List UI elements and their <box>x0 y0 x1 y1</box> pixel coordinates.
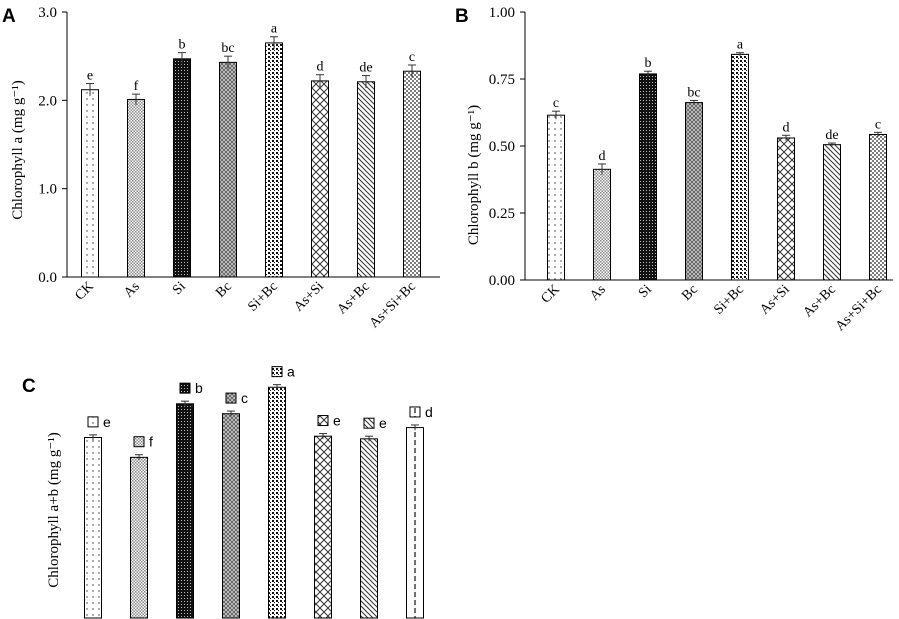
x-tick-label: As <box>587 282 609 304</box>
x-tick-label: CK <box>72 279 96 303</box>
significance-letter: bc <box>221 41 234 56</box>
panel-letter-b: B <box>455 6 469 27</box>
significance-letter: f <box>149 434 153 450</box>
y-tick-label: 0.00 <box>489 273 515 289</box>
significance-letter: b <box>195 380 203 396</box>
significance-letter: c <box>875 117 881 132</box>
bar-bc <box>685 102 703 281</box>
bar-ck <box>547 114 565 281</box>
significance-letter: d <box>599 149 606 164</box>
bar-bc <box>219 61 237 278</box>
legend-swatch <box>363 417 375 429</box>
significance-letter: e <box>333 413 341 429</box>
y-axis-label: Chlorophyll b (mg g⁻¹) <box>466 105 482 245</box>
bar-si-plus-bc <box>731 53 749 281</box>
y-tick-label: 3.0 <box>38 5 57 21</box>
bar-as-plus-si <box>777 137 795 281</box>
panel-a: A Chlorophyll a (mg g⁻¹) 0.0 1.0 2.0 3.0 e CK f A… <box>2 5 440 331</box>
x-tick-label: Si+Bc <box>245 279 280 314</box>
significance-letter: a <box>287 364 295 380</box>
significance-letter: d <box>317 60 324 75</box>
y-axis-label: Chlorophyll a+b (mg g⁻¹) <box>46 432 62 587</box>
bar-as-plus-si <box>311 80 329 278</box>
x-tick-label: As+Bc <box>335 279 373 317</box>
x-tick-label: Si <box>170 279 189 298</box>
significance-letter: b <box>645 56 652 71</box>
x-tick-label: As+Bc <box>801 282 839 320</box>
bar-si-plus-bc <box>265 42 283 278</box>
y-tick-label: 0.25 <box>489 206 515 222</box>
significance-letter: e <box>379 415 387 431</box>
significance-letter: c <box>553 96 559 111</box>
legend-swatch <box>179 382 191 394</box>
significance-letter: c <box>241 390 248 406</box>
significance-letter: e <box>87 69 93 84</box>
bar-as-plus-si-plus-bc <box>403 70 421 278</box>
significance-letter: e <box>103 414 111 430</box>
x-tick-label: Bc <box>679 282 701 304</box>
significance-letter: d <box>425 404 433 420</box>
legend-swatch <box>87 416 99 428</box>
bar-bc <box>222 413 240 619</box>
x-tick-label: As <box>121 279 143 301</box>
bar-as-plus-bc <box>357 81 375 278</box>
y-axis-label: Chlorophyll a (mg g⁻¹) <box>10 80 26 219</box>
bar-as-plus-bc <box>823 144 841 281</box>
x-tick-label: Bc <box>213 279 235 301</box>
y-tick-label: 1.00 <box>489 5 515 21</box>
bar-as-plus-si <box>314 435 332 619</box>
bar-as-plus-si-plus-bc <box>406 427 424 619</box>
y-tick-label: 1.0 <box>38 182 57 198</box>
bar-as <box>127 98 145 278</box>
x-tick-label: As+Si+Bc <box>367 279 419 331</box>
legend-swatch <box>225 392 237 404</box>
significance-letter: d <box>783 120 790 135</box>
significance-letter: de <box>359 61 372 76</box>
x-tick-label: As+Si <box>757 282 793 318</box>
significance-letter: a <box>271 22 278 37</box>
bar-si <box>639 73 657 281</box>
bar-as <box>130 456 148 619</box>
y-tick-label: 0.0 <box>38 270 57 286</box>
panel-letter-c: C <box>22 376 36 397</box>
legend-swatch <box>409 406 421 418</box>
legend-swatch <box>133 436 145 448</box>
bar-as-plus-bc <box>360 438 378 619</box>
legend-swatch <box>317 415 329 427</box>
x-tick-label: As+Si <box>291 279 327 315</box>
significance-letter: b <box>179 38 186 53</box>
x-tick-label: As+Si+Bc <box>833 282 885 334</box>
bar-as-plus-si-plus-bc <box>869 133 887 281</box>
panel-b: B Chlorophyll b (mg g⁻¹) 0.00 0.25 0.50 0.75 1… <box>455 5 893 334</box>
panel-c: C Chlorophyll a+b (mg g⁻¹) e f b c a e e d <box>22 364 433 619</box>
bar-si-plus-bc <box>268 386 286 619</box>
panel-letter-a: A <box>2 6 16 27</box>
significance-letter: bc <box>687 85 700 100</box>
bar-as <box>593 168 611 281</box>
x-tick-label: CK <box>538 282 562 306</box>
significance-letter: c <box>409 50 415 65</box>
significance-letter: f <box>134 79 139 94</box>
y-tick-label: 0.75 <box>489 72 515 88</box>
bar-ck <box>84 437 102 619</box>
significance-letter: a <box>737 38 744 53</box>
bar-si <box>176 403 194 619</box>
legend-swatch <box>271 366 283 378</box>
x-tick-label: Si+Bc <box>711 282 746 317</box>
y-tick-label: 2.0 <box>38 93 57 109</box>
significance-letter: de <box>825 128 838 143</box>
y-tick-label: 0.50 <box>489 139 515 155</box>
bar-ck <box>81 89 99 278</box>
x-tick-label: Si <box>636 282 655 301</box>
bar-si <box>173 58 191 278</box>
